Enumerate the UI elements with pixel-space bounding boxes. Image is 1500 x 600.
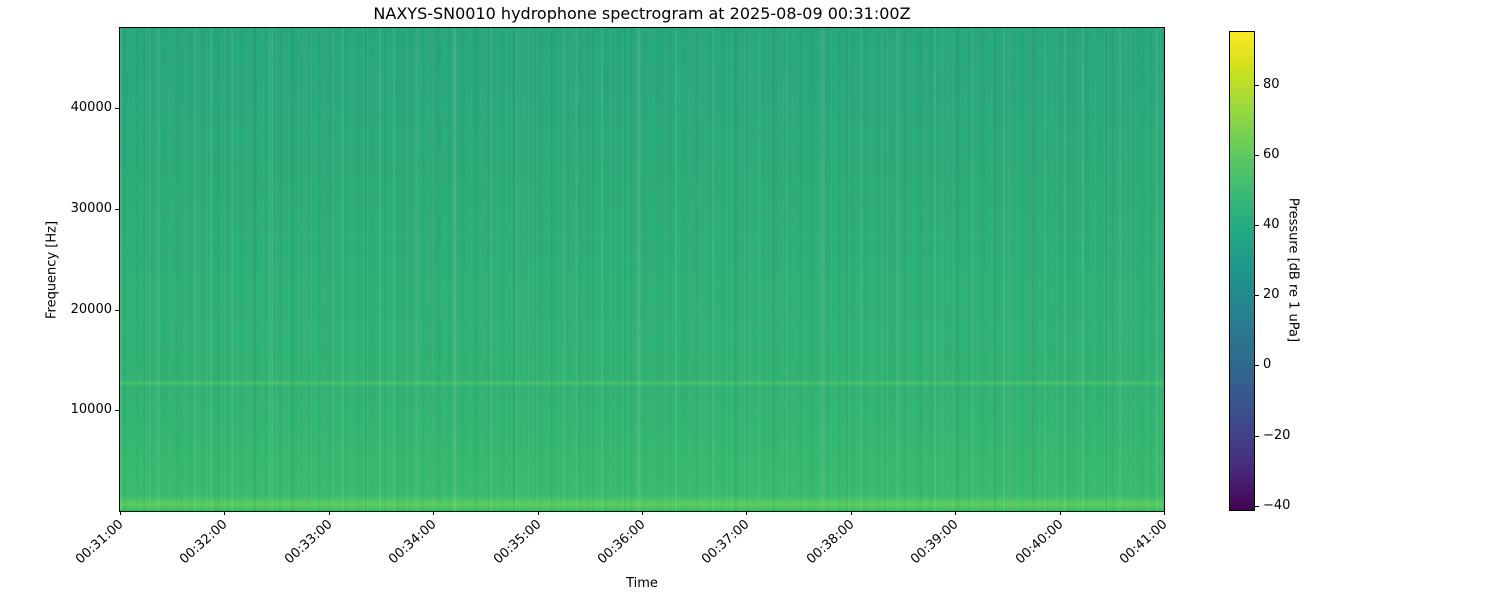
x-tick-mark [1060,511,1061,515]
colorbar-tick-label: 60 [1263,147,1280,162]
x-tick-label: 00:40:00 [1012,517,1067,568]
x-tick-mark [1164,511,1165,515]
y-tick-label: 40000 [70,100,112,115]
x-tick-label: 00:41:00 [1116,517,1171,568]
x-tick-label: 00:34:00 [385,517,440,568]
colorbar-tick-mark [1255,295,1259,296]
x-tick-label: 00:36:00 [594,517,649,568]
x-axis-label: Time [626,576,658,591]
x-tick-mark [746,511,747,515]
x-tick-label: 00:37:00 [698,517,753,568]
colorbar-tick-label: −40 [1263,498,1291,513]
colorbar-label: Pressure [dB re 1 uPa] [1285,197,1301,343]
colorbar-tick-mark [1255,436,1259,437]
x-tick-mark [433,511,434,515]
y-tick-mark [115,410,119,411]
colorbar-tick-label: −20 [1263,428,1291,443]
colorbar-tick-mark [1255,225,1259,226]
x-tick-mark [224,511,225,515]
x-tick-label: 00:31:00 [72,517,127,568]
x-tick-mark [538,511,539,515]
x-tick-label: 00:39:00 [907,517,962,568]
spectrogram-heatmap [120,28,1164,511]
colorbar-tick-mark [1255,506,1259,507]
x-tick-mark [120,511,121,515]
spectrogram-plot-area [119,27,1165,512]
colorbar-tick-label: 40 [1263,217,1280,232]
colorbar-gradient [1229,31,1255,511]
x-tick-label: 00:32:00 [176,517,231,568]
y-tick-mark [115,209,119,210]
colorbar-tick-mark [1255,365,1259,366]
colorbar-tick-label: 20 [1263,287,1280,302]
x-tick-label: 00:38:00 [803,517,858,568]
y-tick-label: 20000 [70,302,112,317]
x-tick-mark [642,511,643,515]
y-axis-label: Frequency [Hz] [44,220,60,320]
y-tick-mark [115,310,119,311]
y-tick-label: 10000 [70,402,112,417]
x-tick-mark [955,511,956,515]
x-tick-label: 00:35:00 [490,517,545,568]
x-tick-mark [851,511,852,515]
colorbar-tick-label: 80 [1263,77,1280,92]
colorbar-tick-mark [1255,155,1259,156]
x-tick-mark [329,511,330,515]
y-tick-label: 30000 [70,201,112,216]
y-tick-mark [115,108,119,109]
colorbar-tick-mark [1255,85,1259,86]
x-tick-label: 00:33:00 [281,517,336,568]
plot-title: NAXYS-SN0010 hydrophone spectrogram at 2… [373,4,911,23]
colorbar-tick-label: 0 [1263,357,1272,372]
